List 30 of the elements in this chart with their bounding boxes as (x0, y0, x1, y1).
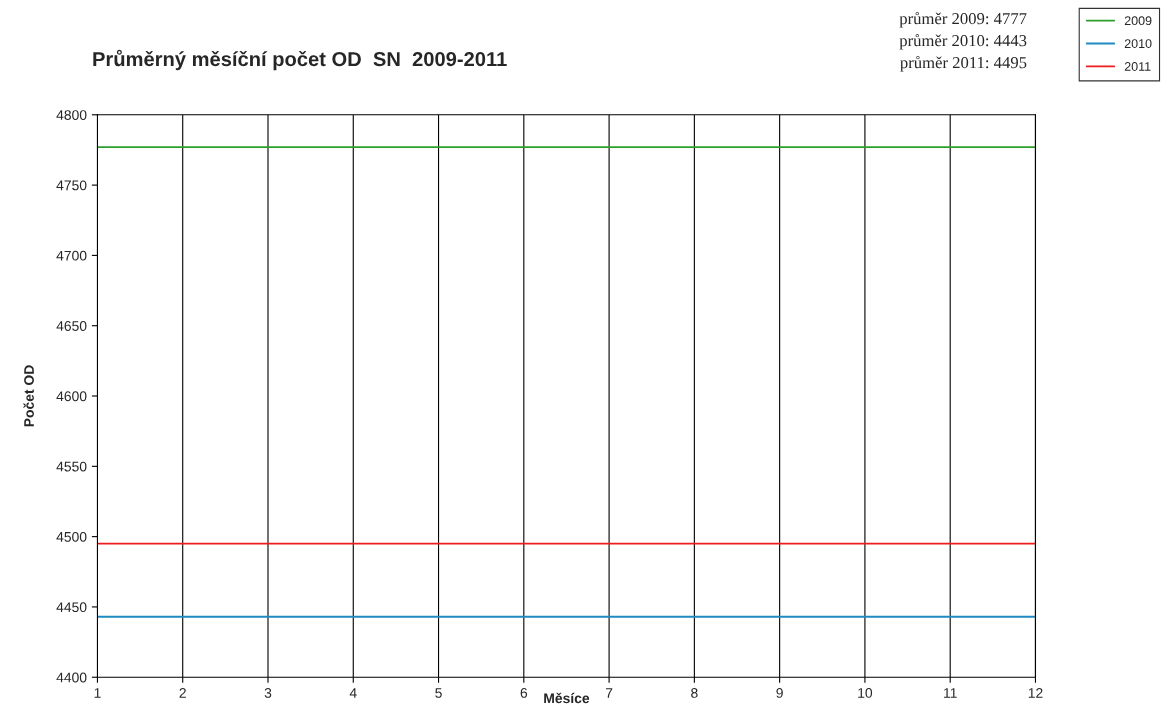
text: průměr 2010: 4443 (899, 34, 1027, 50)
x-tick-label: 3 (264, 688, 272, 698)
y-tick-label: 4700 (56, 250, 87, 261)
x-tick-label: 7 (605, 688, 613, 698)
x-tick-label: 12 (1028, 688, 1043, 698)
x-axis-title: Měsíce (544, 692, 590, 704)
x-tick-label: 5 (435, 688, 442, 698)
y-tick-label: 4650 (56, 321, 87, 331)
y-tick-label: 4600 (56, 391, 87, 402)
x-tick-label: 8 (691, 688, 698, 698)
x-tick-label: 1 (94, 688, 101, 698)
x-tick-label: 4 (349, 688, 357, 698)
y-tick-label: 4550 (56, 461, 87, 472)
x-tick-label: 11 (944, 688, 957, 698)
y-tick-label: 4500 (56, 531, 87, 542)
chart-title: Průměrný měsíční počet OD SN 2009-2011 (93, 49, 507, 71)
y-tick-label: 4450 (56, 602, 87, 613)
y-tick-label: 4750 (56, 180, 87, 191)
x-tick-label: 10 (858, 688, 873, 698)
legend-label: 2010 (1124, 39, 1152, 48)
y-tick-label: 4800 (56, 110, 87, 120)
legend-label: 2011 (1124, 62, 1151, 71)
x-tick-label: 2 (179, 688, 186, 698)
y-axis-title: Počet OD (23, 365, 34, 427)
text: průměr 2009: 4777 (899, 12, 1027, 28)
x-tick-label: 9 (776, 688, 783, 698)
y-tick-label: 4400 (56, 672, 87, 683)
text: průměr 2011: 4495 (900, 56, 1027, 72)
x-tick-label: 6 (520, 688, 528, 698)
legend-label: 2009 (1124, 16, 1152, 26)
